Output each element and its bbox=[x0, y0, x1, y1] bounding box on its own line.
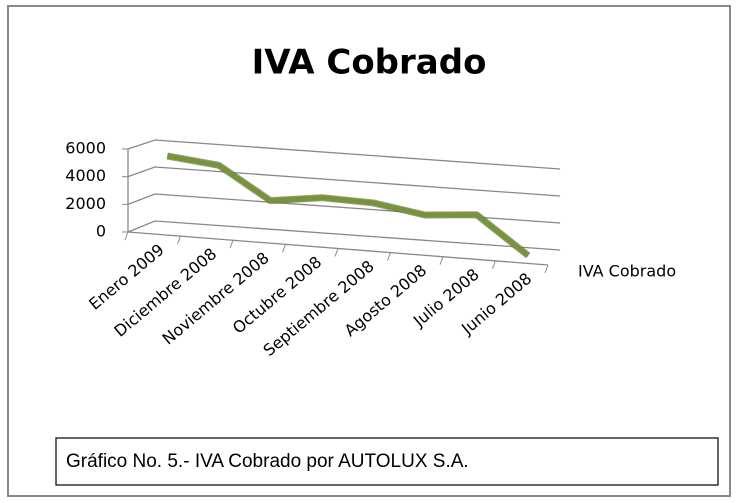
caption: Gráfico No. 5.- IVA Cobrado por AUTOLUX … bbox=[66, 451, 469, 472]
y-tick-label: 0 bbox=[96, 222, 106, 241]
x-tick bbox=[387, 252, 391, 261]
grid-line bbox=[127, 166, 561, 197]
x-tick bbox=[177, 235, 181, 245]
caption-box bbox=[55, 437, 719, 486]
y-tick-label: 6000 bbox=[65, 139, 106, 158]
chart-title: IVA Cobrado bbox=[252, 43, 487, 83]
x-tick bbox=[492, 260, 496, 270]
grid-line bbox=[127, 139, 561, 170]
x-tick bbox=[124, 231, 129, 241]
y-tick-label: 2000 bbox=[65, 194, 106, 213]
grid-line bbox=[127, 220, 561, 251]
x-tick bbox=[334, 248, 339, 257]
x-tick bbox=[544, 264, 549, 274]
x-tick bbox=[229, 240, 234, 249]
data-line bbox=[166, 153, 530, 258]
legend-label: IVA Cobrado bbox=[578, 262, 676, 281]
x-tick bbox=[439, 256, 444, 265]
y-tick-label: 4000 bbox=[65, 166, 106, 185]
x-tick bbox=[282, 244, 286, 253]
